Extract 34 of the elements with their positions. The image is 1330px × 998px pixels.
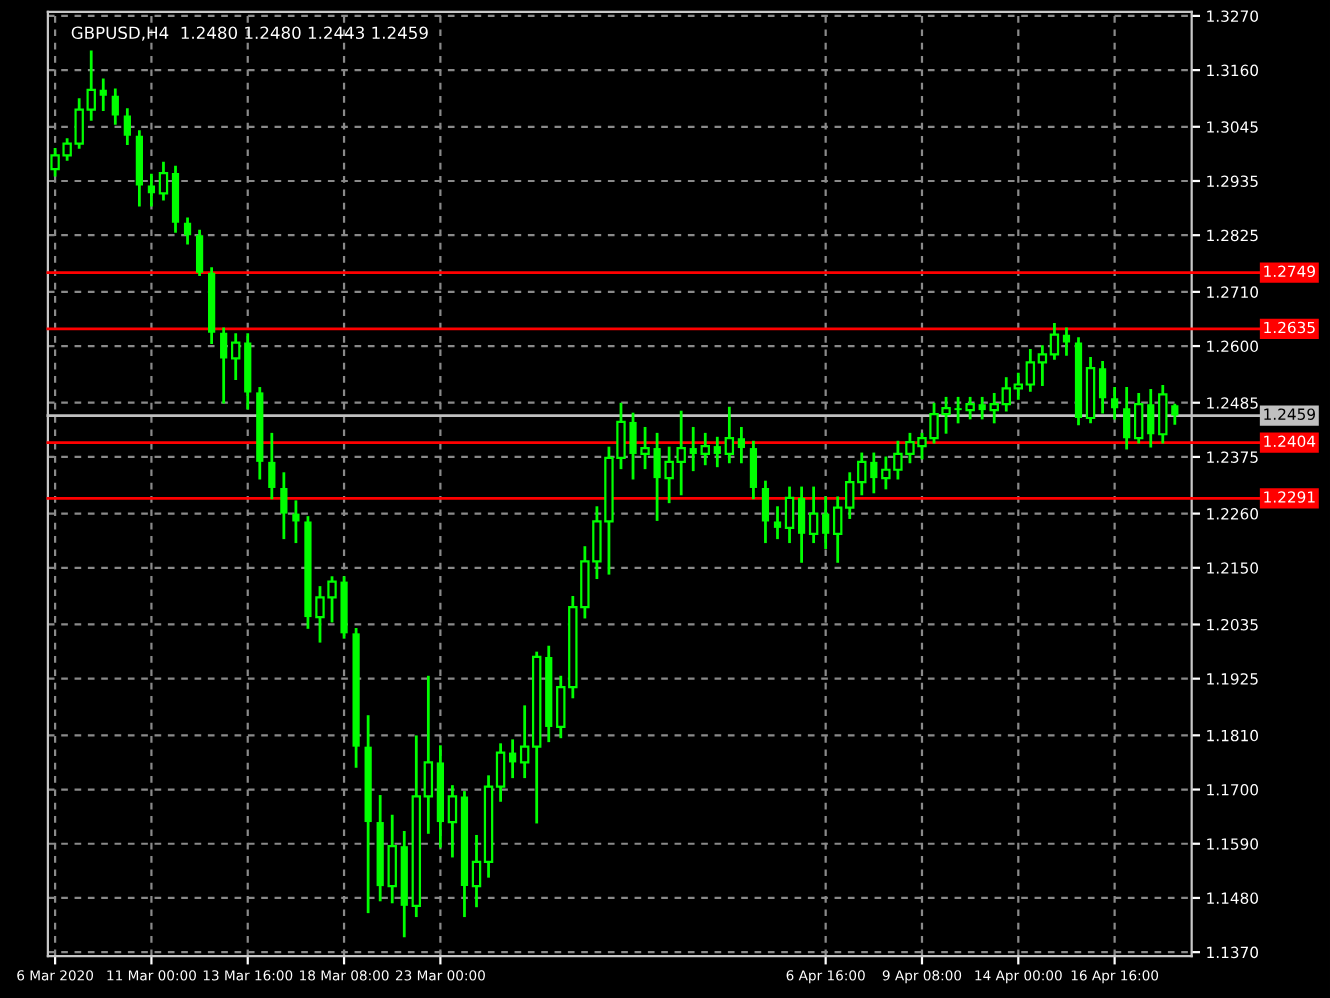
candlestick [195,229,204,276]
candlestick [230,333,241,380]
candlestick [1111,387,1119,420]
candlestick [822,496,830,549]
candlestick [1147,389,1155,448]
candlestick [689,426,697,472]
candlestick [749,440,758,500]
candlestick [761,480,770,544]
candlestick [737,426,745,464]
candlestick [1133,392,1144,444]
candlestick [123,108,131,145]
candlestick [220,327,228,404]
candlestick [713,436,721,468]
candlestick [147,173,156,207]
candlestick [183,217,192,245]
candlestick [978,396,986,420]
candlestick [99,78,107,111]
candlestick [797,486,806,563]
candlestick [700,432,710,466]
candlestick [111,88,119,125]
candlestick [724,406,735,464]
candlestick [158,161,169,201]
candlestick [773,506,782,540]
candlestick [1098,360,1107,414]
candlestick [784,486,795,544]
candlestick [292,500,300,544]
candlestick [1123,387,1131,450]
candlestick [447,785,458,858]
candlestick [808,486,819,544]
candlestick [1062,327,1071,356]
candlestick [268,432,276,500]
candlestick [387,814,397,904]
text: GBPUSD,H4 1.2480 1.2480 1.2443 1.2459 [71,26,428,41]
candlestick [280,472,288,540]
